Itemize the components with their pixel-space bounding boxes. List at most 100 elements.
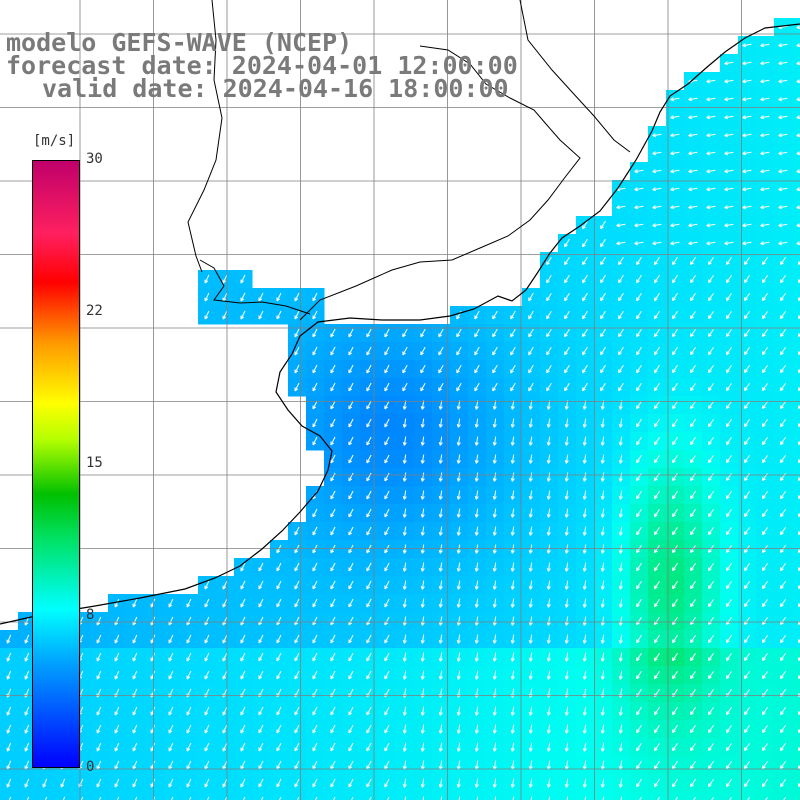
colorbar-unit: [m/s] bbox=[33, 133, 76, 149]
sea-cell bbox=[396, 792, 415, 800]
sea-cell bbox=[792, 558, 800, 577]
wind-arrow bbox=[420, 508, 425, 518]
wind-arrow bbox=[492, 472, 497, 482]
wind-arrow bbox=[726, 401, 732, 410]
wind-arrow bbox=[510, 724, 515, 734]
wind-arrow bbox=[222, 580, 228, 590]
wind-arrow bbox=[690, 581, 696, 590]
wind-arrow bbox=[742, 97, 752, 102]
wind-arrow bbox=[492, 778, 497, 788]
wind-arrow bbox=[312, 328, 318, 338]
wind-arrow bbox=[654, 760, 660, 770]
wind-arrow bbox=[258, 562, 264, 572]
wind-arrow bbox=[654, 562, 660, 572]
wind-arrow bbox=[492, 382, 498, 392]
wind-arrow bbox=[796, 133, 800, 138]
sea-cell bbox=[216, 792, 235, 800]
wind-arrow bbox=[652, 223, 662, 228]
wind-arrow bbox=[474, 562, 479, 572]
wind-arrow bbox=[672, 364, 678, 374]
wind-arrow bbox=[761, 473, 769, 482]
wind-arrow bbox=[438, 382, 444, 392]
wind-arrow bbox=[528, 508, 533, 518]
wind-arrow bbox=[132, 670, 138, 680]
wind-arrow bbox=[672, 742, 678, 752]
wind-arrow bbox=[708, 527, 714, 536]
wind-arrow bbox=[761, 545, 769, 554]
wind-arrow bbox=[600, 346, 606, 356]
wind-arrow bbox=[312, 634, 318, 644]
wind-arrow bbox=[546, 256, 552, 266]
wind-arrow bbox=[240, 706, 246, 716]
wind-arrow bbox=[779, 383, 787, 392]
sea-cell bbox=[90, 792, 109, 800]
wind-arrow bbox=[636, 382, 642, 392]
wind-arrow bbox=[600, 382, 606, 392]
wind-arrow bbox=[690, 419, 696, 428]
wind-arrow bbox=[60, 778, 66, 788]
wind-arrow bbox=[240, 292, 246, 302]
wind-arrow bbox=[761, 365, 769, 374]
wind-arrow bbox=[546, 616, 551, 626]
wind-arrow bbox=[564, 742, 569, 752]
wind-arrow bbox=[564, 364, 570, 374]
wind-arrow bbox=[474, 418, 479, 428]
wind-arrow bbox=[332, 796, 336, 800]
wind-arrow bbox=[276, 670, 282, 680]
wind-arrow bbox=[600, 454, 605, 464]
sea-cell bbox=[792, 360, 800, 379]
wind-arrow bbox=[402, 328, 408, 338]
wind-arrow bbox=[743, 329, 751, 338]
wind-arrow bbox=[456, 418, 461, 428]
wind-arrow bbox=[438, 364, 444, 374]
wind-arrow bbox=[474, 310, 480, 320]
wind-arrow bbox=[582, 274, 588, 284]
wind-arrow bbox=[296, 796, 300, 800]
wind-arrow bbox=[618, 328, 624, 338]
wind-arrow bbox=[670, 223, 680, 228]
wind-arrow bbox=[779, 401, 787, 410]
sea-cell bbox=[198, 792, 217, 800]
wind-arrow bbox=[132, 742, 138, 752]
wind-arrow bbox=[600, 292, 606, 302]
wind-arrow bbox=[474, 328, 480, 338]
wind-arrow bbox=[564, 400, 569, 410]
wind-arrow bbox=[618, 724, 623, 734]
wind-arrow bbox=[366, 670, 372, 680]
sea-cell bbox=[792, 684, 800, 703]
wind-arrow bbox=[294, 652, 300, 662]
wind-arrow bbox=[743, 383, 751, 392]
colorbar-tick-8: 8 bbox=[86, 607, 95, 623]
wind-arrow bbox=[510, 544, 515, 554]
wind-arrow bbox=[402, 616, 407, 626]
wind-arrow bbox=[652, 169, 662, 174]
wind-arrow bbox=[742, 43, 752, 48]
wind-arrow bbox=[474, 724, 479, 734]
wind-arrow bbox=[330, 454, 336, 464]
wind-arrow bbox=[314, 796, 318, 800]
wind-arrow bbox=[240, 652, 246, 662]
wind-arrow bbox=[528, 724, 533, 734]
wind-arrow bbox=[366, 544, 372, 554]
sea-cell bbox=[630, 792, 649, 800]
wind-arrow bbox=[420, 580, 425, 590]
sea-cell bbox=[252, 792, 271, 800]
wind-arrow bbox=[384, 634, 390, 644]
wind-arrow bbox=[761, 509, 769, 518]
wind-arrow bbox=[492, 310, 498, 320]
sea-cell bbox=[666, 792, 685, 800]
wind-arrow bbox=[778, 205, 788, 210]
wind-arrow bbox=[438, 652, 443, 662]
wind-arrow bbox=[492, 652, 497, 662]
wind-arrow bbox=[420, 346, 426, 356]
wind-arrow bbox=[546, 292, 552, 302]
wind-arrow bbox=[438, 436, 443, 446]
wind-arrow bbox=[636, 670, 642, 680]
wind-arrow bbox=[618, 382, 624, 392]
wind-arrow bbox=[222, 670, 228, 680]
wind-arrow bbox=[708, 257, 714, 266]
wind-arrow bbox=[456, 472, 461, 482]
wind-arrow bbox=[564, 490, 569, 500]
wind-arrow bbox=[402, 490, 407, 500]
wind-arrow bbox=[706, 115, 716, 120]
